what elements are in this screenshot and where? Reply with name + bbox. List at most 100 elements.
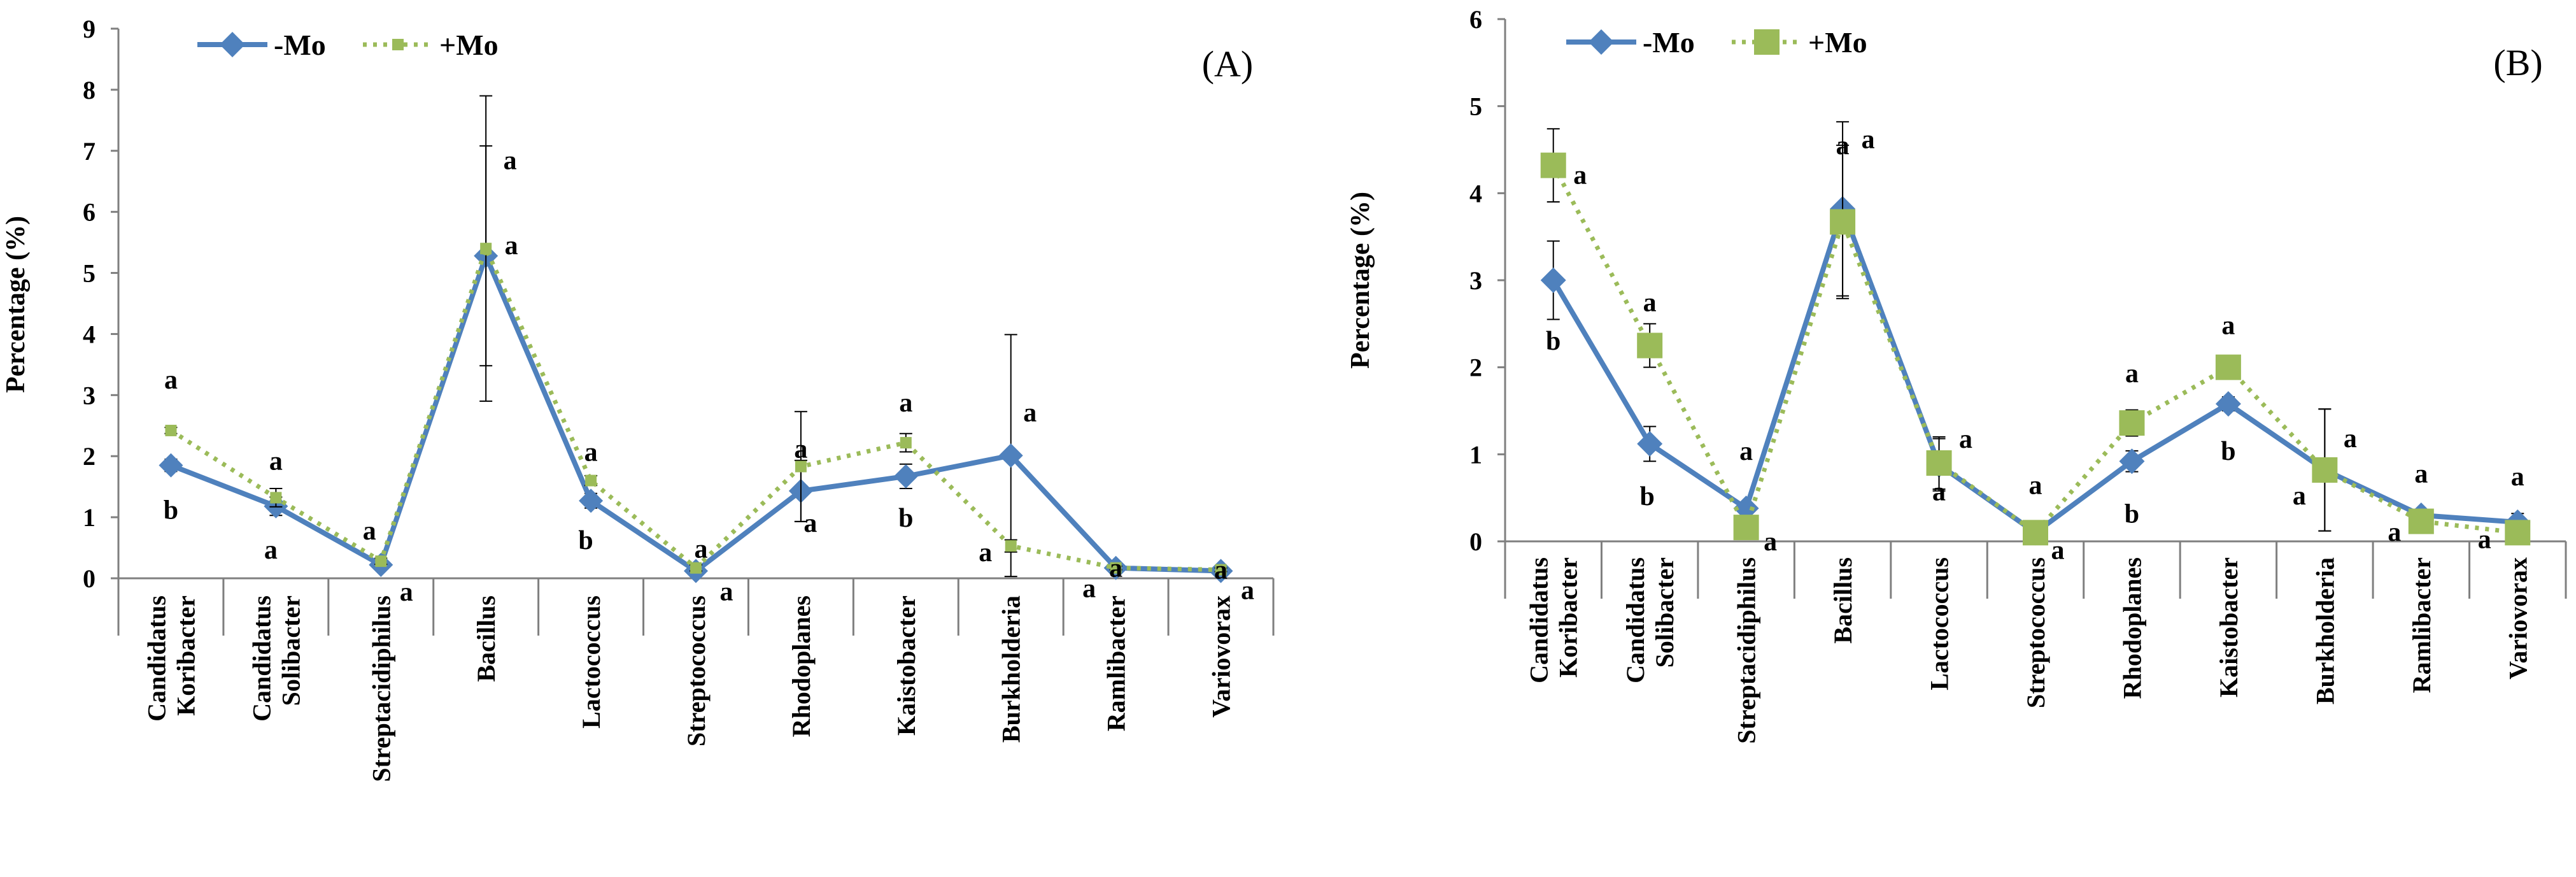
- significance-label: a: [1109, 554, 1122, 583]
- x-category-label-line: Kaistobacter: [2214, 557, 2243, 697]
- x-category-label: Streptacidiphilus: [367, 595, 395, 782]
- legend: -Mo +Mo: [1566, 26, 1867, 59]
- significance-label: a: [1764, 527, 1777, 557]
- significance-label: a: [720, 577, 733, 606]
- significance-label: a: [2388, 518, 2401, 547]
- x-category-label: Lactococcus: [1925, 557, 1954, 690]
- significance-label: a: [2029, 471, 2042, 500]
- x-category-label: Burkholderia: [2311, 557, 2339, 704]
- x-category-label-line: Streptacidiphilus: [1732, 557, 1761, 744]
- y-tick-label: 9: [83, 15, 96, 43]
- legend-item-plus-mo: +Mo: [363, 29, 499, 61]
- data-point-square: [1637, 332, 1663, 359]
- y-tick-label: 1: [83, 503, 96, 532]
- significance-label: a: [2125, 359, 2139, 389]
- x-category-label: Variovorax: [1207, 595, 1236, 718]
- data-point-diamond: [2119, 448, 2145, 474]
- x-category-label: Burkholderia: [997, 595, 1026, 743]
- significance-label: b: [164, 496, 178, 525]
- y-tick-label: 2: [83, 442, 96, 471]
- y-tick-label: 5: [83, 259, 96, 288]
- legend-marker-square: [1754, 29, 1780, 55]
- data-point-square: [1110, 562, 1122, 574]
- significance-label: a: [1214, 556, 1228, 585]
- data-point-diamond: [1540, 267, 1566, 293]
- data-point-square: [2408, 508, 2434, 534]
- y-tick-label: 6: [1469, 5, 1482, 34]
- significance-label: a: [363, 517, 376, 546]
- x-category-label-line: Burkholderia: [2311, 557, 2339, 704]
- x-category-label: Streptococcus: [2021, 557, 2050, 708]
- data-point-square: [690, 562, 702, 574]
- y-tick-label: 4: [1469, 179, 1482, 208]
- x-category-label-line: Kaistobacter: [892, 595, 921, 736]
- x-category-label-line: Streptacidiphilus: [367, 595, 395, 782]
- y-tick-label: 4: [83, 320, 96, 348]
- legend-item-minus-mo: -Mo: [1566, 26, 1695, 59]
- legend-label: -Mo: [274, 29, 326, 61]
- y-tick-label: 3: [83, 381, 96, 410]
- data-point-square: [585, 474, 597, 487]
- series-line: [169, 242, 1221, 573]
- data-point-diamond: [998, 443, 1023, 468]
- legend-label: +Mo: [1808, 26, 1867, 59]
- data-point-diamond: [579, 488, 604, 513]
- panel-label: (A): [1202, 43, 1254, 85]
- significance-label: a: [264, 536, 278, 565]
- data-point-square: [270, 492, 282, 504]
- data-point-square: [1926, 450, 1952, 476]
- significance-label: a: [164, 366, 178, 395]
- significance-label: a: [979, 538, 992, 567]
- x-category-label-line: Rhodoplanes: [2118, 557, 2146, 699]
- data-point-square: [1215, 564, 1227, 576]
- significance-label: a: [1959, 425, 1972, 454]
- y-tick-label: 7: [83, 137, 96, 166]
- x-category-label-line: Bacillus: [472, 595, 500, 682]
- x-category-label: Rhodoplanes: [787, 595, 816, 737]
- legend-item-plus-mo: +Mo: [1732, 26, 1867, 59]
- x-category-label: Kaistobacter: [2214, 557, 2243, 697]
- significance-label: a: [1862, 125, 1875, 154]
- significance-label: a: [1739, 437, 1753, 466]
- x-category-label-line: Solibacter: [276, 595, 305, 706]
- significance-label: a: [2293, 481, 2306, 511]
- x-category-label: Candidatus Koribacter: [142, 595, 200, 722]
- significance-label: a: [269, 446, 283, 476]
- x-category-label: Kaistobacter: [892, 595, 921, 736]
- significance-label: a: [2344, 424, 2357, 453]
- significance-label: a: [794, 435, 807, 464]
- significance-label: a: [2051, 536, 2065, 565]
- series-minus-mo: bbaaaabbaaa: [1540, 121, 2531, 547]
- x-category-label-line: Lactococcus: [1925, 557, 1954, 690]
- data-point-square: [2119, 410, 2145, 436]
- data-point-square: [900, 437, 912, 449]
- significance-label: b: [2221, 437, 2235, 466]
- series-plus-mo: a a a a a a a a a a a: [1540, 125, 2531, 565]
- x-category-label: Rhodoplanes: [2118, 557, 2146, 699]
- data-point-square: [2023, 520, 2048, 546]
- significance-label: a: [505, 231, 518, 260]
- significance-label: a: [584, 438, 598, 467]
- legend-label: +Mo: [439, 29, 499, 61]
- data-point-square: [480, 243, 492, 255]
- data-point-square: [2312, 457, 2338, 483]
- y-tick-label: 5: [1469, 92, 1482, 121]
- data-point-square: [2505, 520, 2531, 546]
- data-point-square: [1733, 515, 1759, 541]
- x-category-label-line: Lactococcus: [577, 595, 605, 729]
- x-category-label-line: Koribacter: [171, 595, 200, 716]
- significance-label: a: [803, 509, 817, 538]
- y-axis-label: Percentage (%): [1, 216, 31, 393]
- significance-label: a: [2511, 462, 2524, 492]
- x-category-label-line: Variovorax: [2503, 557, 2532, 680]
- data-point-square: [1005, 540, 1017, 552]
- x-category-label-line: Candidatus: [1621, 557, 1650, 683]
- x-category-label-line: Burkholderia: [997, 595, 1026, 743]
- significance-label: a: [1573, 161, 1587, 190]
- significance-label: a: [1643, 289, 1657, 318]
- panel-label: (B): [2493, 42, 2542, 83]
- data-point-square: [165, 424, 177, 436]
